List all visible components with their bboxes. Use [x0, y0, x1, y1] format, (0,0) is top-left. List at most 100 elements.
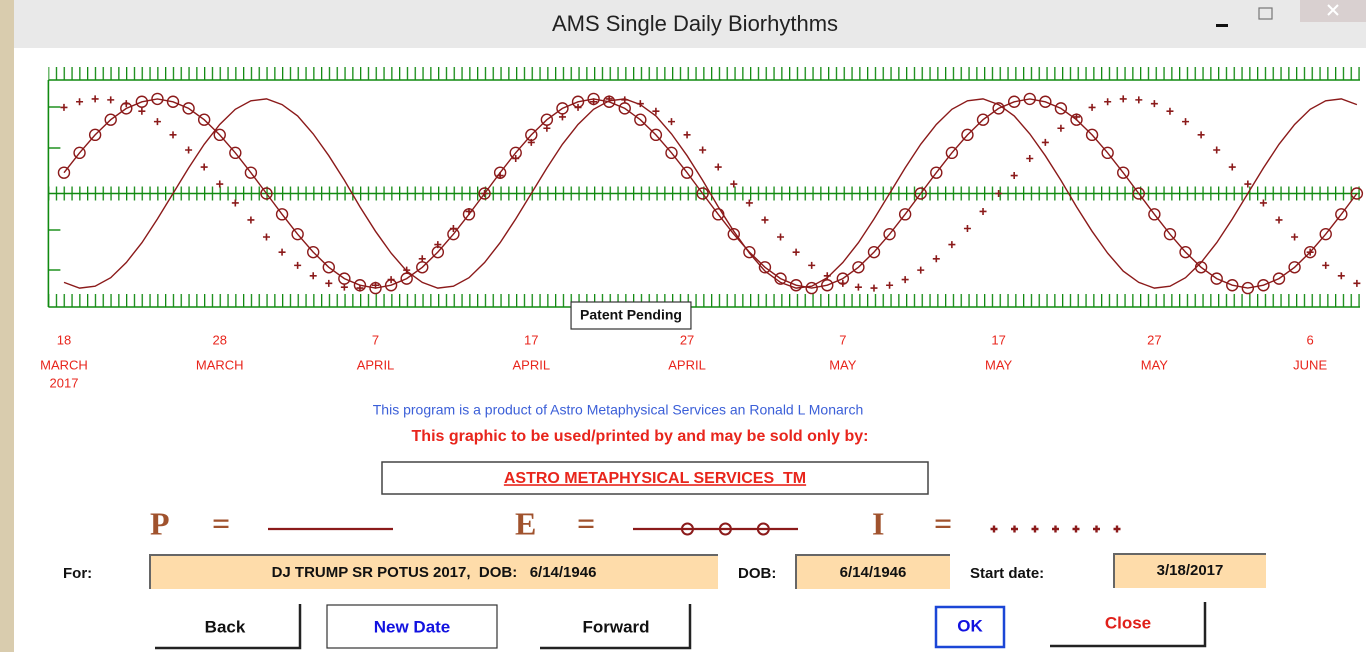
marker-plus: [745, 199, 753, 207]
marker-circle: [104, 113, 117, 126]
close-button[interactable]: Close: [1050, 602, 1207, 648]
license-text: This graphic to be used/printed by and m…: [412, 428, 869, 445]
marker-circle: [57, 166, 71, 179]
marker-circle: [1319, 227, 1332, 241]
for-field[interactable]: DJ TRUMP SR POTUS 2017, DOB: 6/14/1946: [149, 554, 718, 589]
marker-plus: [1113, 525, 1121, 533]
marker-plus: [262, 233, 270, 241]
marker-plus: [481, 190, 489, 197]
maximize-button[interactable]: [1258, 7, 1273, 20]
marker-circle: [1179, 245, 1192, 259]
marker-plus: [979, 207, 987, 215]
marker-plus: [901, 276, 909, 284]
marker-plus: [372, 281, 380, 289]
marker-plus: [823, 272, 831, 280]
marker-plus: [1010, 172, 1018, 180]
marker-circle: [1226, 279, 1239, 292]
marker-plus: [200, 163, 208, 171]
close-window-button[interactable]: [1300, 0, 1366, 22]
start-date-field[interactable]: 3/18/2017: [1113, 553, 1266, 588]
dob-field[interactable]: 6/14/1946: [795, 554, 950, 589]
series-line: [63, 98, 1358, 289]
marker-plus: [340, 283, 348, 291]
forward-button[interactable]: Forward: [540, 604, 692, 650]
marker-plus: [60, 103, 68, 111]
seller-box: [381, 461, 929, 495]
start-date-label: Start date:: [970, 565, 1044, 582]
marker-plus: [605, 95, 613, 103]
marker-plus: [231, 199, 239, 207]
marker-plus: [309, 272, 317, 280]
marker-plus: [1057, 124, 1065, 132]
back-button[interactable]: Back: [155, 604, 302, 650]
marker-plus: [761, 216, 769, 224]
marker-plus: [1135, 96, 1143, 104]
marker-plus: [543, 124, 551, 132]
marker-plus: [1093, 525, 1100, 533]
marker-plus: [1104, 98, 1112, 106]
tick-comb: [48, 294, 1360, 307]
marker-plus: [839, 279, 847, 287]
marker-plus: [1119, 95, 1127, 103]
x-tick-month: MAY: [829, 357, 857, 372]
marker-plus: [278, 248, 286, 256]
x-tick-day: 17: [524, 332, 538, 347]
marker-plus: [574, 103, 582, 111]
marker-plus: [683, 131, 691, 139]
x-tick-day: 18: [57, 332, 71, 347]
marker-circle: [1350, 187, 1364, 200]
marker-circle: [197, 113, 211, 126]
legend-letter: P: [150, 505, 170, 541]
x-tick-day: 27: [1147, 332, 1161, 347]
marker-plus: [153, 118, 161, 126]
marker-plus: [325, 279, 333, 287]
marker-circle: [805, 281, 818, 295]
start-date-value: 3/18/2017: [1157, 562, 1224, 579]
marker-circle: [680, 522, 694, 536]
marker-plus: [886, 281, 894, 289]
marker-circle: [680, 166, 694, 179]
marker-circle: [291, 227, 304, 241]
marker-plus: [590, 98, 598, 106]
marker-plus: [1306, 248, 1314, 256]
marker-circle: [665, 146, 678, 160]
marker-plus: [1259, 199, 1267, 207]
marker-circle: [774, 272, 787, 285]
marker-plus: [854, 283, 862, 291]
dob-value: 6/14/1946: [840, 564, 907, 581]
ok-button[interactable]: OK: [934, 605, 1006, 649]
x-tick-month: APRIL: [668, 357, 706, 372]
marker-plus: [995, 190, 1003, 197]
minimize-button[interactable]: [1216, 24, 1228, 27]
marker-plus: [1244, 180, 1252, 188]
marker-plus: [1337, 272, 1345, 280]
marker-circle: [275, 208, 289, 221]
marker-plus: [1182, 118, 1190, 126]
for-value: DJ TRUMP SR POTUS 2017, DOB: 6/14/1946: [272, 564, 597, 581]
marker-circle: [1117, 166, 1130, 179]
x-tick-month: APRIL: [357, 357, 395, 372]
marker-plus: [1275, 216, 1283, 224]
marker-circle: [166, 95, 180, 108]
marker-plus: [185, 146, 193, 154]
marker-circle: [1272, 272, 1286, 285]
new-date-button[interactable]: New Date: [326, 604, 498, 649]
marker-circle: [756, 522, 770, 536]
marker-plus: [1072, 113, 1080, 121]
legend-letter: I: [872, 505, 884, 541]
marker-plus: [122, 100, 130, 108]
marker-plus: [990, 525, 998, 533]
x-tick-month: APRIL: [513, 357, 551, 372]
x-tick-month: MARCH: [40, 357, 88, 372]
marker-circle: [758, 261, 772, 274]
title-bar: [14, 0, 1366, 48]
x-tick-month: MAY: [1141, 357, 1169, 372]
marker-circle: [718, 522, 732, 536]
x-tick-year: 2017: [50, 375, 79, 390]
marker-circle: [478, 187, 491, 200]
annotation-box: [570, 301, 692, 330]
marker-circle: [73, 146, 86, 160]
x-tick-month: MAY: [985, 357, 1013, 372]
marker-circle: [1210, 272, 1223, 285]
